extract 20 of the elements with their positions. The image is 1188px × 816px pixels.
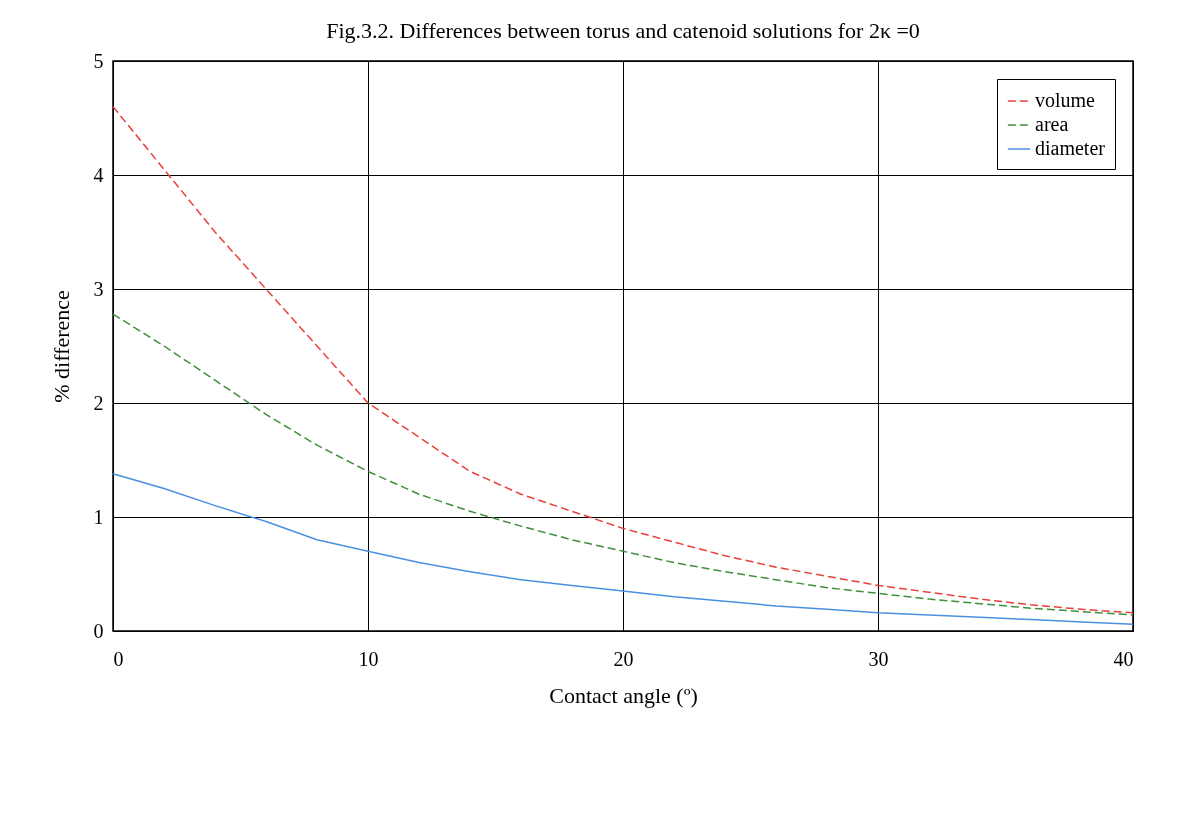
x-tick-label: 30: [868, 647, 889, 670]
x-tick-label: 20: [613, 647, 634, 670]
legend-label: diameter: [1035, 137, 1106, 159]
chart-title: Fig.3.2. Differences between torus and catenoid solutions for 2κ =0: [326, 18, 920, 43]
x-axis-title: Contact angle (º): [549, 682, 698, 708]
x-tick-label: 10: [358, 647, 379, 670]
line-series: [112, 313, 1134, 616]
y-axis-title: % difference: [48, 290, 74, 403]
x-tick-label: 0: [113, 647, 124, 670]
line-series: [112, 472, 1134, 625]
y-tick-label: 3: [93, 277, 104, 300]
line-series: [112, 105, 1134, 614]
y-tick-label: 0: [93, 619, 104, 642]
x-tick-label: 40: [1113, 647, 1134, 670]
legend-label: volume: [1035, 89, 1096, 111]
legend-label: area: [1035, 113, 1069, 135]
y-tick-label: 1: [93, 505, 104, 528]
y-tick-label: 4: [93, 163, 104, 186]
y-tick-label: 2: [93, 391, 104, 414]
y-tick-label: 5: [93, 49, 104, 72]
